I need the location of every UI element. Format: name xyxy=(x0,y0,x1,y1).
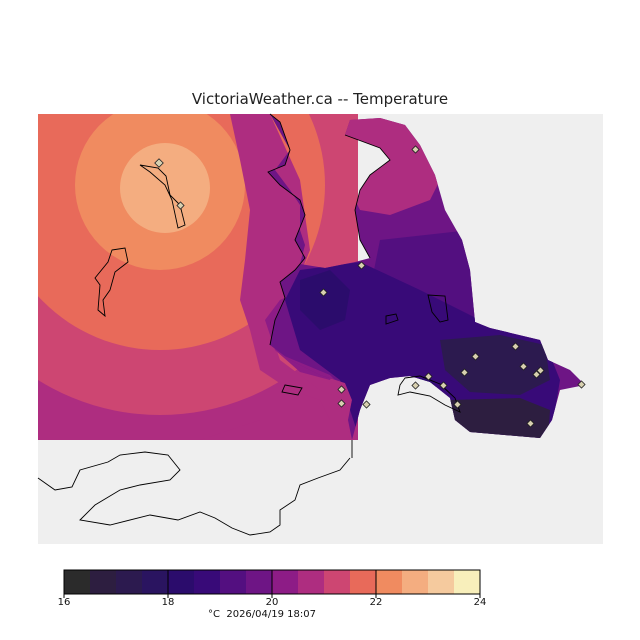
legend-tick-label: 22 xyxy=(369,597,383,608)
station-marker[interactable] xyxy=(357,261,366,270)
legend-swatch xyxy=(194,570,221,594)
unit-label: °C xyxy=(208,609,220,620)
legend-swatch xyxy=(168,570,195,594)
station-markers xyxy=(154,145,586,428)
station-marker[interactable] xyxy=(439,381,448,390)
station-marker[interactable] xyxy=(362,400,371,409)
legend-tick-label: 20 xyxy=(265,597,279,608)
legend-swatch xyxy=(428,570,455,594)
legend-swatch xyxy=(376,570,403,594)
legend-swatch xyxy=(246,570,273,594)
legend-swatch xyxy=(90,570,117,594)
timestamp: °C 2026/04/19 18:07 xyxy=(208,609,316,620)
legend-swatch xyxy=(298,570,325,594)
station-marker[interactable] xyxy=(460,368,469,377)
legend-swatch xyxy=(454,570,481,594)
legend-swatch xyxy=(220,570,247,594)
legend-tick-label: 24 xyxy=(473,597,487,608)
station-marker[interactable] xyxy=(532,370,541,379)
station-marker[interactable] xyxy=(176,201,185,210)
water-temperature-field xyxy=(38,114,358,440)
station-marker[interactable] xyxy=(424,372,433,381)
legend-tick-label: 18 xyxy=(161,597,175,608)
legend-border xyxy=(63,569,481,595)
coastline xyxy=(37,113,461,536)
legend-swatch xyxy=(350,570,377,594)
page-title: VictoriaWeather.ca -- Temperature xyxy=(191,90,449,108)
station-marker[interactable] xyxy=(319,288,328,297)
datetime-label: 2026/04/19 18:07 xyxy=(226,609,316,620)
station-marker[interactable] xyxy=(536,366,545,375)
legend-swatch xyxy=(324,570,351,594)
station-marker[interactable] xyxy=(411,145,420,154)
legend-tick-label: 16 xyxy=(57,597,71,608)
legend-swatches xyxy=(64,570,481,594)
station-marker[interactable] xyxy=(471,352,480,361)
station-marker[interactable] xyxy=(453,400,462,409)
station-marker[interactable] xyxy=(154,158,164,168)
legend-swatch xyxy=(116,570,143,594)
station-marker[interactable] xyxy=(337,399,346,408)
station-marker[interactable] xyxy=(511,342,520,351)
legend-swatch xyxy=(142,570,169,594)
station-marker[interactable] xyxy=(337,385,346,394)
station-marker[interactable] xyxy=(577,380,586,389)
legend-swatch xyxy=(64,570,91,594)
legend-swatch xyxy=(402,570,429,594)
legend-swatch xyxy=(272,570,299,594)
station-marker[interactable] xyxy=(526,419,535,428)
station-marker[interactable] xyxy=(519,362,528,371)
station-marker[interactable] xyxy=(411,381,420,390)
